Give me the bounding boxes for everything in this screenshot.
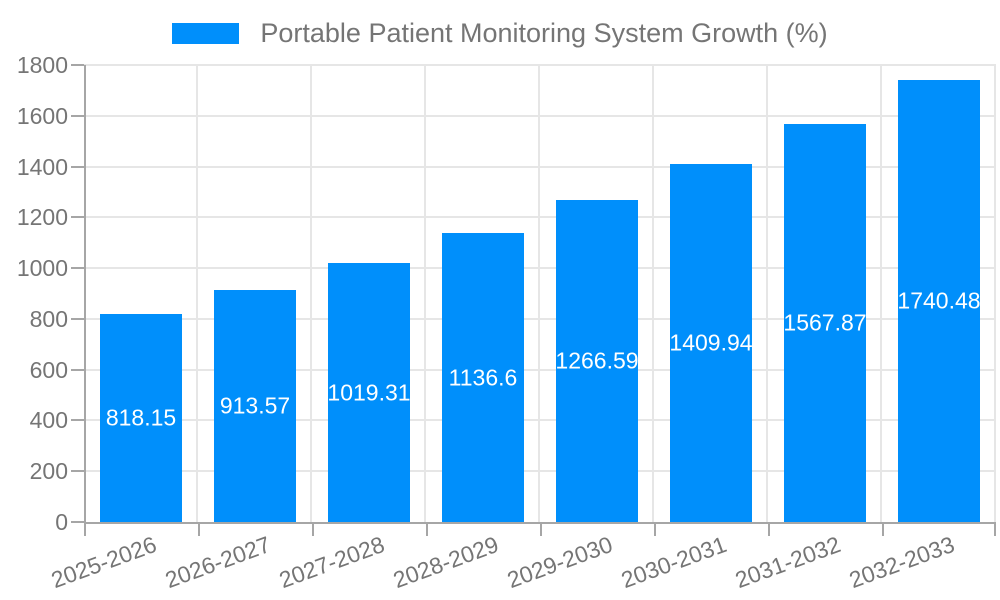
y-axis-tick-label: 0: [55, 509, 68, 535]
y-axis-tick-mark: [71, 521, 84, 523]
x-axis-tick-mark: [768, 522, 770, 536]
bar-value-label: 1266.59: [555, 347, 639, 374]
legend-label[interactable]: Portable Patient Monitoring System Growt…: [260, 17, 828, 48]
y-axis-tick-label: 1600: [16, 102, 68, 129]
gridline-vertical: [538, 65, 540, 522]
x-axis-tick-mark: [994, 522, 996, 536]
y-axis-tick-mark: [71, 165, 84, 168]
gridline-vertical: [424, 65, 426, 522]
plot-area: 818.15 913.57 1019.31 1136.6 1266.59 1409.94 1…: [84, 64, 996, 524]
x-axis-tick-mark: [882, 522, 884, 536]
bar[interactable]: [214, 290, 296, 522]
gridline-horizontal: [84, 267, 996, 270]
gridline-horizontal: [84, 470, 996, 473]
gridline-vertical: [766, 65, 768, 522]
y-axis-tick-mark: [71, 470, 84, 473]
gridline-vertical: [994, 65, 996, 522]
x-axis-tick-mark: [426, 522, 428, 536]
bar[interactable]: [100, 314, 182, 522]
x-axis-category-label: 2032-2033: [845, 531, 958, 594]
gridline-horizontal: [84, 114, 996, 117]
y-axis-tick-label: 800: [29, 305, 68, 332]
y-axis-tick-mark: [71, 267, 84, 270]
y-axis-tick-label: 200: [29, 458, 68, 485]
bar[interactable]: [328, 263, 410, 522]
gridline-horizontal: [84, 216, 996, 219]
y-axis-tick-mark: [71, 419, 84, 422]
bar-value-label: 913.57: [219, 392, 291, 419]
legend: Portable Patient Monitoring System Growt…: [0, 17, 1000, 49]
bar-value-label: 1740.48: [897, 287, 981, 314]
legend-swatch[interactable]: [172, 22, 240, 44]
x-axis-tick-mark: [540, 522, 542, 536]
x-axis-category-label: 2026-2027: [161, 531, 274, 594]
bar-value-label: 1409.94: [669, 329, 753, 356]
y-axis-tick-mark: [71, 368, 84, 371]
y-axis-tick-label: 600: [29, 356, 68, 383]
bar[interactable]: [442, 233, 524, 522]
bar-value-label: 818.15: [105, 404, 177, 431]
y-axis-tick-label: 400: [29, 407, 68, 434]
bar[interactable]: [556, 200, 638, 522]
gridline-vertical: [310, 65, 312, 522]
x-axis-category-label: 2029-2030: [503, 531, 616, 594]
gridline-vertical: [880, 65, 882, 522]
x-axis-category-label: 2030-2031: [617, 531, 730, 594]
bar[interactable]: [670, 164, 752, 522]
gridline-horizontal: [84, 64, 996, 66]
gridline-horizontal: [84, 165, 996, 168]
gridline-horizontal: [84, 317, 996, 320]
y-axis-line: [84, 65, 86, 522]
y-axis-tick-mark: [71, 317, 84, 320]
y-axis-tick-label: 1800: [16, 52, 68, 78]
x-axis-category-label: 2031-2032: [731, 531, 844, 594]
x-axis-category-label: 2027-2028: [275, 531, 388, 594]
bar-value-label: 1567.87: [783, 309, 867, 336]
gridline-vertical: [196, 65, 198, 522]
y-axis-tick-label: 1000: [16, 255, 68, 282]
x-axis-tick-mark: [84, 522, 86, 536]
y-axis-tick-mark: [71, 114, 84, 117]
x-axis-tick-mark: [654, 522, 656, 536]
y-axis-tick-mark: [71, 216, 84, 219]
y-axis-tick-label: 1400: [16, 153, 68, 180]
x-axis-category-label: 2025-2026: [47, 531, 160, 594]
x-axis-tick-mark: [198, 522, 200, 536]
y-axis-tick-mark: [71, 64, 84, 66]
gridline-vertical: [652, 65, 654, 522]
x-axis-tick-mark: [312, 522, 314, 536]
bar[interactable]: [784, 123, 866, 522]
y-axis-tick-label: 1200: [16, 204, 68, 231]
bar[interactable]: [898, 80, 980, 522]
bar-value-label: 1019.31: [327, 379, 411, 406]
gridline-horizontal: [84, 368, 996, 371]
gridline-horizontal: [84, 419, 996, 422]
bar-value-label: 1136.6: [448, 364, 518, 391]
x-axis-category-label: 2028-2029: [389, 531, 502, 594]
